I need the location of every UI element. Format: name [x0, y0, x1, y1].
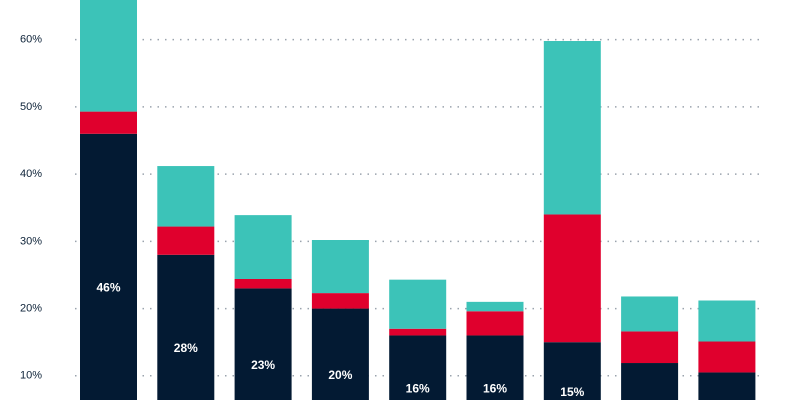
bar-segment [466, 335, 524, 400]
value-label: 16% [406, 381, 430, 395]
y-tick-label: 60% [20, 34, 42, 46]
y-tick-label: 20% [20, 302, 42, 314]
bar-segment [621, 331, 679, 364]
value-label: 46% [96, 281, 120, 295]
bar-segment [311, 240, 369, 294]
y-tick-label: 40% [20, 168, 42, 180]
bar-segment [157, 254, 215, 400]
bar-segment [389, 328, 447, 336]
value-label: 15% [560, 385, 584, 399]
bar-segment [234, 215, 292, 279]
bar-segment [543, 41, 601, 215]
value-label: 16% [483, 381, 507, 395]
bar-segment [698, 300, 756, 342]
bar-segment [234, 288, 292, 400]
bar-segment [157, 226, 215, 255]
bar-segment [389, 279, 447, 329]
bar-segment [234, 278, 292, 289]
bar-segment [80, 0, 137, 112]
bar-segment [621, 296, 679, 332]
bar-segment [80, 111, 137, 134]
bar-segment [466, 311, 524, 336]
bar-segment [389, 335, 447, 400]
value-label: 28% [174, 341, 198, 355]
bar-segment [466, 301, 524, 312]
y-tick-label: 50% [20, 101, 42, 113]
bar-segment [698, 341, 756, 373]
y-tick-label: 30% [20, 235, 42, 247]
bar-segment [311, 308, 369, 400]
bar-segment [543, 214, 601, 343]
value-label: 23% [251, 358, 275, 372]
bar-segment [621, 363, 679, 400]
bar-segment [311, 293, 369, 309]
bar-segment [80, 133, 137, 400]
value-label: 20% [328, 368, 352, 382]
bar-segment [698, 372, 756, 400]
bar-segment [543, 342, 601, 400]
y-tick-label: 10% [20, 370, 42, 382]
bar-segment [157, 166, 215, 227]
